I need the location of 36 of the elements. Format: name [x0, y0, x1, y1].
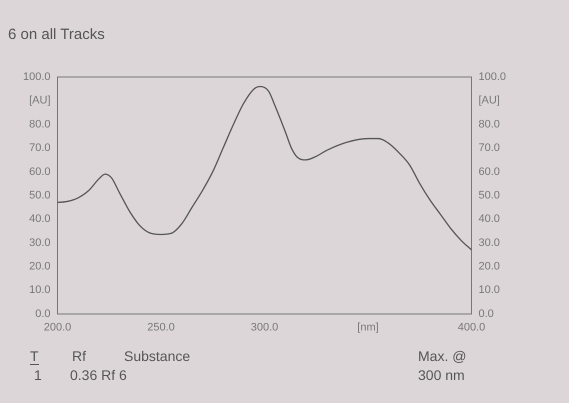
y-tick-label: 70.0 [29, 142, 51, 154]
y2-tick-label: 60.0 [478, 166, 500, 178]
y2-tick-label: 100.0 [478, 71, 506, 84]
chart-title: 6 on all Tracks [8, 26, 105, 43]
x-tick-label: 200.0 [44, 321, 72, 334]
y2-tick-label: [AU] [478, 94, 500, 107]
y-tick-label: 60.0 [29, 166, 51, 178]
line-series [58, 86, 472, 251]
y-tick-label: 100.0 [22, 71, 51, 84]
text: 1 [34, 367, 42, 383]
x-tick-label: 250.0 [147, 321, 175, 334]
text: Max. @ [418, 348, 466, 364]
y-tick-label: 40.0 [29, 213, 51, 226]
x-tick-label: [nm] [357, 321, 379, 334]
y2-tick-label: 20.0 [478, 260, 500, 272]
x-tick-label: 400.0 [458, 321, 486, 334]
y2-tick-label: 50.0 [478, 189, 500, 202]
y-tick-label: 50.0 [29, 189, 51, 202]
y2-tick-label: 70.0 [478, 142, 500, 154]
y2-tick-label: 0.0 [478, 308, 494, 320]
y-tick-label: 10.0 [29, 284, 51, 296]
text: Substance [124, 348, 190, 364]
text: Rf [72, 348, 86, 364]
text: T [30, 348, 39, 365]
y2-tick-label: 80.0 [478, 118, 500, 130]
y-tick-label: 0.0 [35, 308, 51, 320]
y2-tick-label: 30.0 [478, 236, 500, 249]
y-tick-label: [AU] [29, 94, 51, 107]
text: 0.36 Rf 6 [70, 367, 127, 383]
y2-tick-label: 40.0 [478, 213, 500, 226]
y-tick-label: 80.0 [29, 118, 51, 130]
y-tick-label: 30.0 [29, 236, 51, 249]
text: 300 nm [418, 367, 465, 383]
y-tick-label: 20.0 [29, 260, 51, 272]
y2-tick-label: 10.0 [478, 284, 500, 296]
x-tick-label: 300.0 [250, 321, 278, 334]
